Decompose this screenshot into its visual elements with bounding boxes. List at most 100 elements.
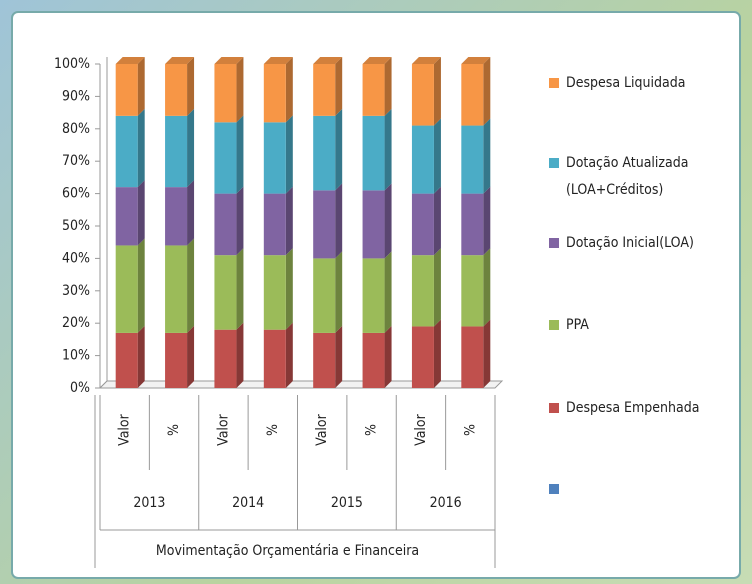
bar bbox=[411, 125, 434, 194]
bar bbox=[214, 193, 237, 256]
bar bbox=[411, 193, 434, 256]
bar bbox=[214, 122, 237, 194]
bar-side bbox=[384, 108, 392, 191]
bar bbox=[411, 255, 434, 327]
bar bbox=[214, 64, 237, 123]
bar bbox=[313, 115, 336, 191]
bar-top bbox=[165, 57, 195, 64]
bar-side bbox=[137, 57, 145, 116]
y-tick-label: 100% bbox=[54, 56, 90, 72]
bar-top bbox=[313, 57, 343, 64]
bar-top bbox=[362, 57, 392, 64]
legend-swatch bbox=[549, 78, 559, 88]
x-tick-label: % bbox=[265, 424, 281, 436]
bar bbox=[165, 64, 188, 116]
x-tick-label: Valor bbox=[413, 413, 429, 445]
bar-side bbox=[187, 57, 195, 116]
bar bbox=[362, 64, 385, 116]
y-tick-label: 60% bbox=[62, 186, 90, 202]
bar-side bbox=[187, 108, 195, 188]
legend-label: Despesa Liquidada bbox=[566, 75, 685, 91]
bar-top bbox=[461, 57, 491, 64]
bar bbox=[115, 115, 138, 188]
bar-top bbox=[115, 57, 145, 64]
bar-side bbox=[236, 322, 244, 388]
group-label: 2015 bbox=[331, 495, 363, 511]
y-tick-label: 0% bbox=[70, 380, 90, 396]
bar bbox=[263, 193, 286, 256]
bar-top bbox=[411, 57, 441, 64]
bar bbox=[115, 187, 138, 246]
bar bbox=[313, 258, 336, 333]
bar bbox=[313, 190, 336, 259]
y-tick-label: 20% bbox=[62, 315, 90, 331]
legend-label: PPA bbox=[566, 317, 589, 333]
bar-side bbox=[285, 248, 293, 330]
bar-side bbox=[483, 57, 491, 126]
bar bbox=[165, 187, 188, 246]
bar bbox=[115, 64, 138, 116]
bar-side bbox=[433, 319, 441, 388]
bar-side bbox=[384, 251, 392, 333]
bar bbox=[165, 332, 188, 388]
bar-side bbox=[433, 248, 441, 327]
legend-label: Despesa Empenhada bbox=[566, 400, 699, 416]
group-label: 2013 bbox=[133, 495, 165, 511]
x-tick-label: % bbox=[462, 424, 478, 436]
y-tick-label: 10% bbox=[62, 348, 90, 364]
bar-side bbox=[384, 325, 392, 388]
x-axis-label: Movimentação Orçamentária e Financeira bbox=[156, 543, 419, 559]
bar-side bbox=[137, 180, 145, 246]
legend-label: Dotação Atualizada (LOA+Créditos) bbox=[566, 155, 688, 198]
bar-side bbox=[335, 251, 343, 333]
x-tick-label: Valor bbox=[314, 413, 330, 445]
bar bbox=[115, 332, 138, 388]
bar bbox=[165, 115, 188, 188]
bar bbox=[263, 64, 286, 123]
bar bbox=[411, 326, 434, 388]
x-tick-label: % bbox=[364, 424, 380, 436]
legend-swatch bbox=[549, 484, 559, 494]
bar-top bbox=[263, 57, 293, 64]
bar-side bbox=[483, 118, 491, 194]
x-tick-label: Valor bbox=[215, 413, 231, 445]
bar bbox=[214, 255, 237, 330]
bar-side bbox=[236, 57, 244, 123]
bar-side bbox=[433, 118, 441, 194]
y-tick-label: 50% bbox=[62, 218, 90, 234]
bar bbox=[313, 64, 336, 116]
bar-side bbox=[137, 108, 145, 188]
bar bbox=[263, 329, 286, 388]
bar-side bbox=[335, 325, 343, 388]
bar-side bbox=[433, 57, 441, 126]
bar-side bbox=[384, 57, 392, 116]
bar bbox=[362, 258, 385, 333]
group-label: 2016 bbox=[430, 495, 462, 511]
bar bbox=[362, 115, 385, 191]
legend-swatch bbox=[549, 320, 559, 330]
bar-side bbox=[335, 57, 343, 116]
bar bbox=[115, 245, 138, 333]
legend-label: Dotação Inicial(LOA) bbox=[566, 235, 694, 251]
bar-side bbox=[236, 248, 244, 330]
bar-side bbox=[335, 183, 343, 259]
bar-side bbox=[433, 186, 441, 256]
bar bbox=[165, 245, 188, 333]
bar bbox=[461, 326, 484, 388]
bar-top bbox=[214, 57, 244, 64]
bar-side bbox=[137, 238, 145, 333]
bar-side bbox=[384, 183, 392, 259]
legend-swatch bbox=[549, 238, 559, 248]
y-tick-label: 90% bbox=[62, 88, 90, 104]
bar-side bbox=[483, 319, 491, 388]
legend-swatch bbox=[549, 158, 559, 168]
bar bbox=[313, 332, 336, 388]
bar-side bbox=[285, 57, 293, 123]
bar bbox=[461, 64, 484, 126]
bar-side bbox=[137, 325, 145, 388]
bar-side bbox=[285, 186, 293, 256]
bar bbox=[362, 190, 385, 259]
bar-side bbox=[285, 115, 293, 194]
bar bbox=[461, 125, 484, 194]
